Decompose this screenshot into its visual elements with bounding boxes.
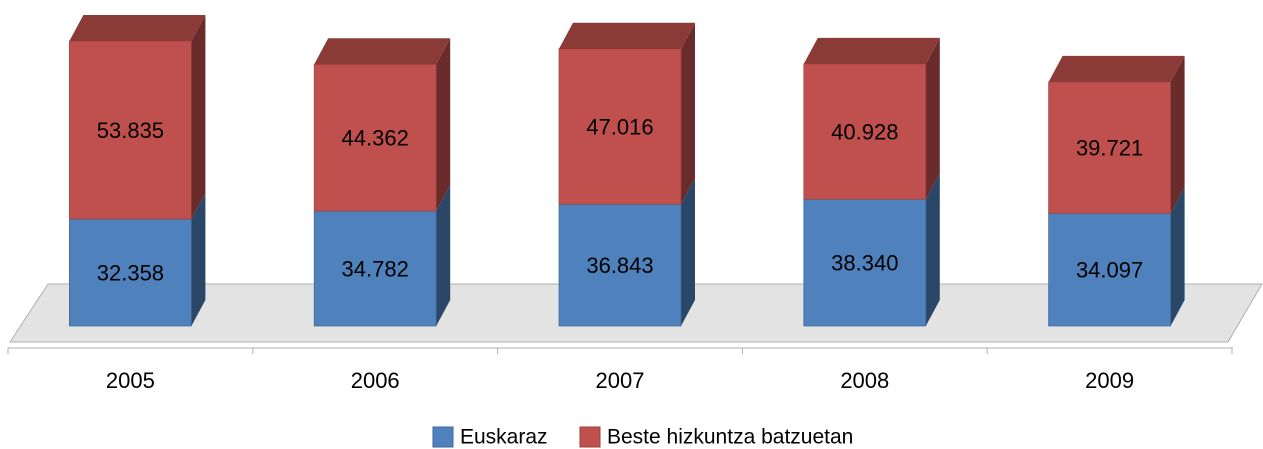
bar	[803, 198, 927, 327]
data-label: 32.358	[97, 260, 164, 285]
x-tick-label: 2008	[840, 368, 889, 393]
bar-top	[559, 22, 695, 49]
bar-side	[191, 193, 206, 326]
bar-side	[436, 184, 451, 326]
bar	[1048, 81, 1171, 214]
x-tick-label: 2007	[596, 368, 645, 393]
bar-side	[681, 178, 695, 326]
bar	[558, 203, 682, 327]
data-label: 36.843	[586, 253, 653, 278]
x-tick-label: 2009	[1085, 368, 1134, 393]
legend-swatch	[579, 426, 601, 448]
bar-side	[191, 15, 206, 220]
data-label: 53.835	[97, 118, 164, 143]
bar-top	[803, 37, 940, 64]
bar-top	[69, 15, 206, 41]
bar	[313, 210, 437, 327]
x-tick-label: 2006	[351, 368, 400, 393]
data-label: 40.928	[831, 119, 898, 144]
bar-side	[925, 37, 940, 200]
data-label: 38.340	[831, 250, 898, 275]
legend-label: Euskaraz	[460, 426, 548, 449]
bar	[803, 63, 927, 200]
bar	[69, 40, 192, 220]
data-label: 44.362	[342, 125, 409, 150]
bar-top	[314, 38, 451, 65]
data-label: 34.782	[342, 256, 409, 281]
legend-label: Beste hizkuntza batzuetan	[607, 426, 853, 449]
bar	[1048, 212, 1171, 327]
data-label: 39.721	[1076, 135, 1143, 160]
bar-side	[681, 22, 695, 205]
data-label: 47.016	[586, 114, 653, 139]
legend-swatch	[432, 426, 454, 448]
bar-side	[436, 38, 451, 211]
bar	[69, 218, 192, 327]
bar	[558, 48, 682, 205]
bar	[313, 63, 437, 212]
bar-side	[925, 173, 940, 326]
bar-top	[1048, 55, 1185, 82]
bar-side	[1170, 55, 1185, 214]
data-label: 34.097	[1076, 257, 1143, 282]
x-tick-label: 2005	[106, 368, 155, 393]
bar-side	[1170, 187, 1185, 326]
